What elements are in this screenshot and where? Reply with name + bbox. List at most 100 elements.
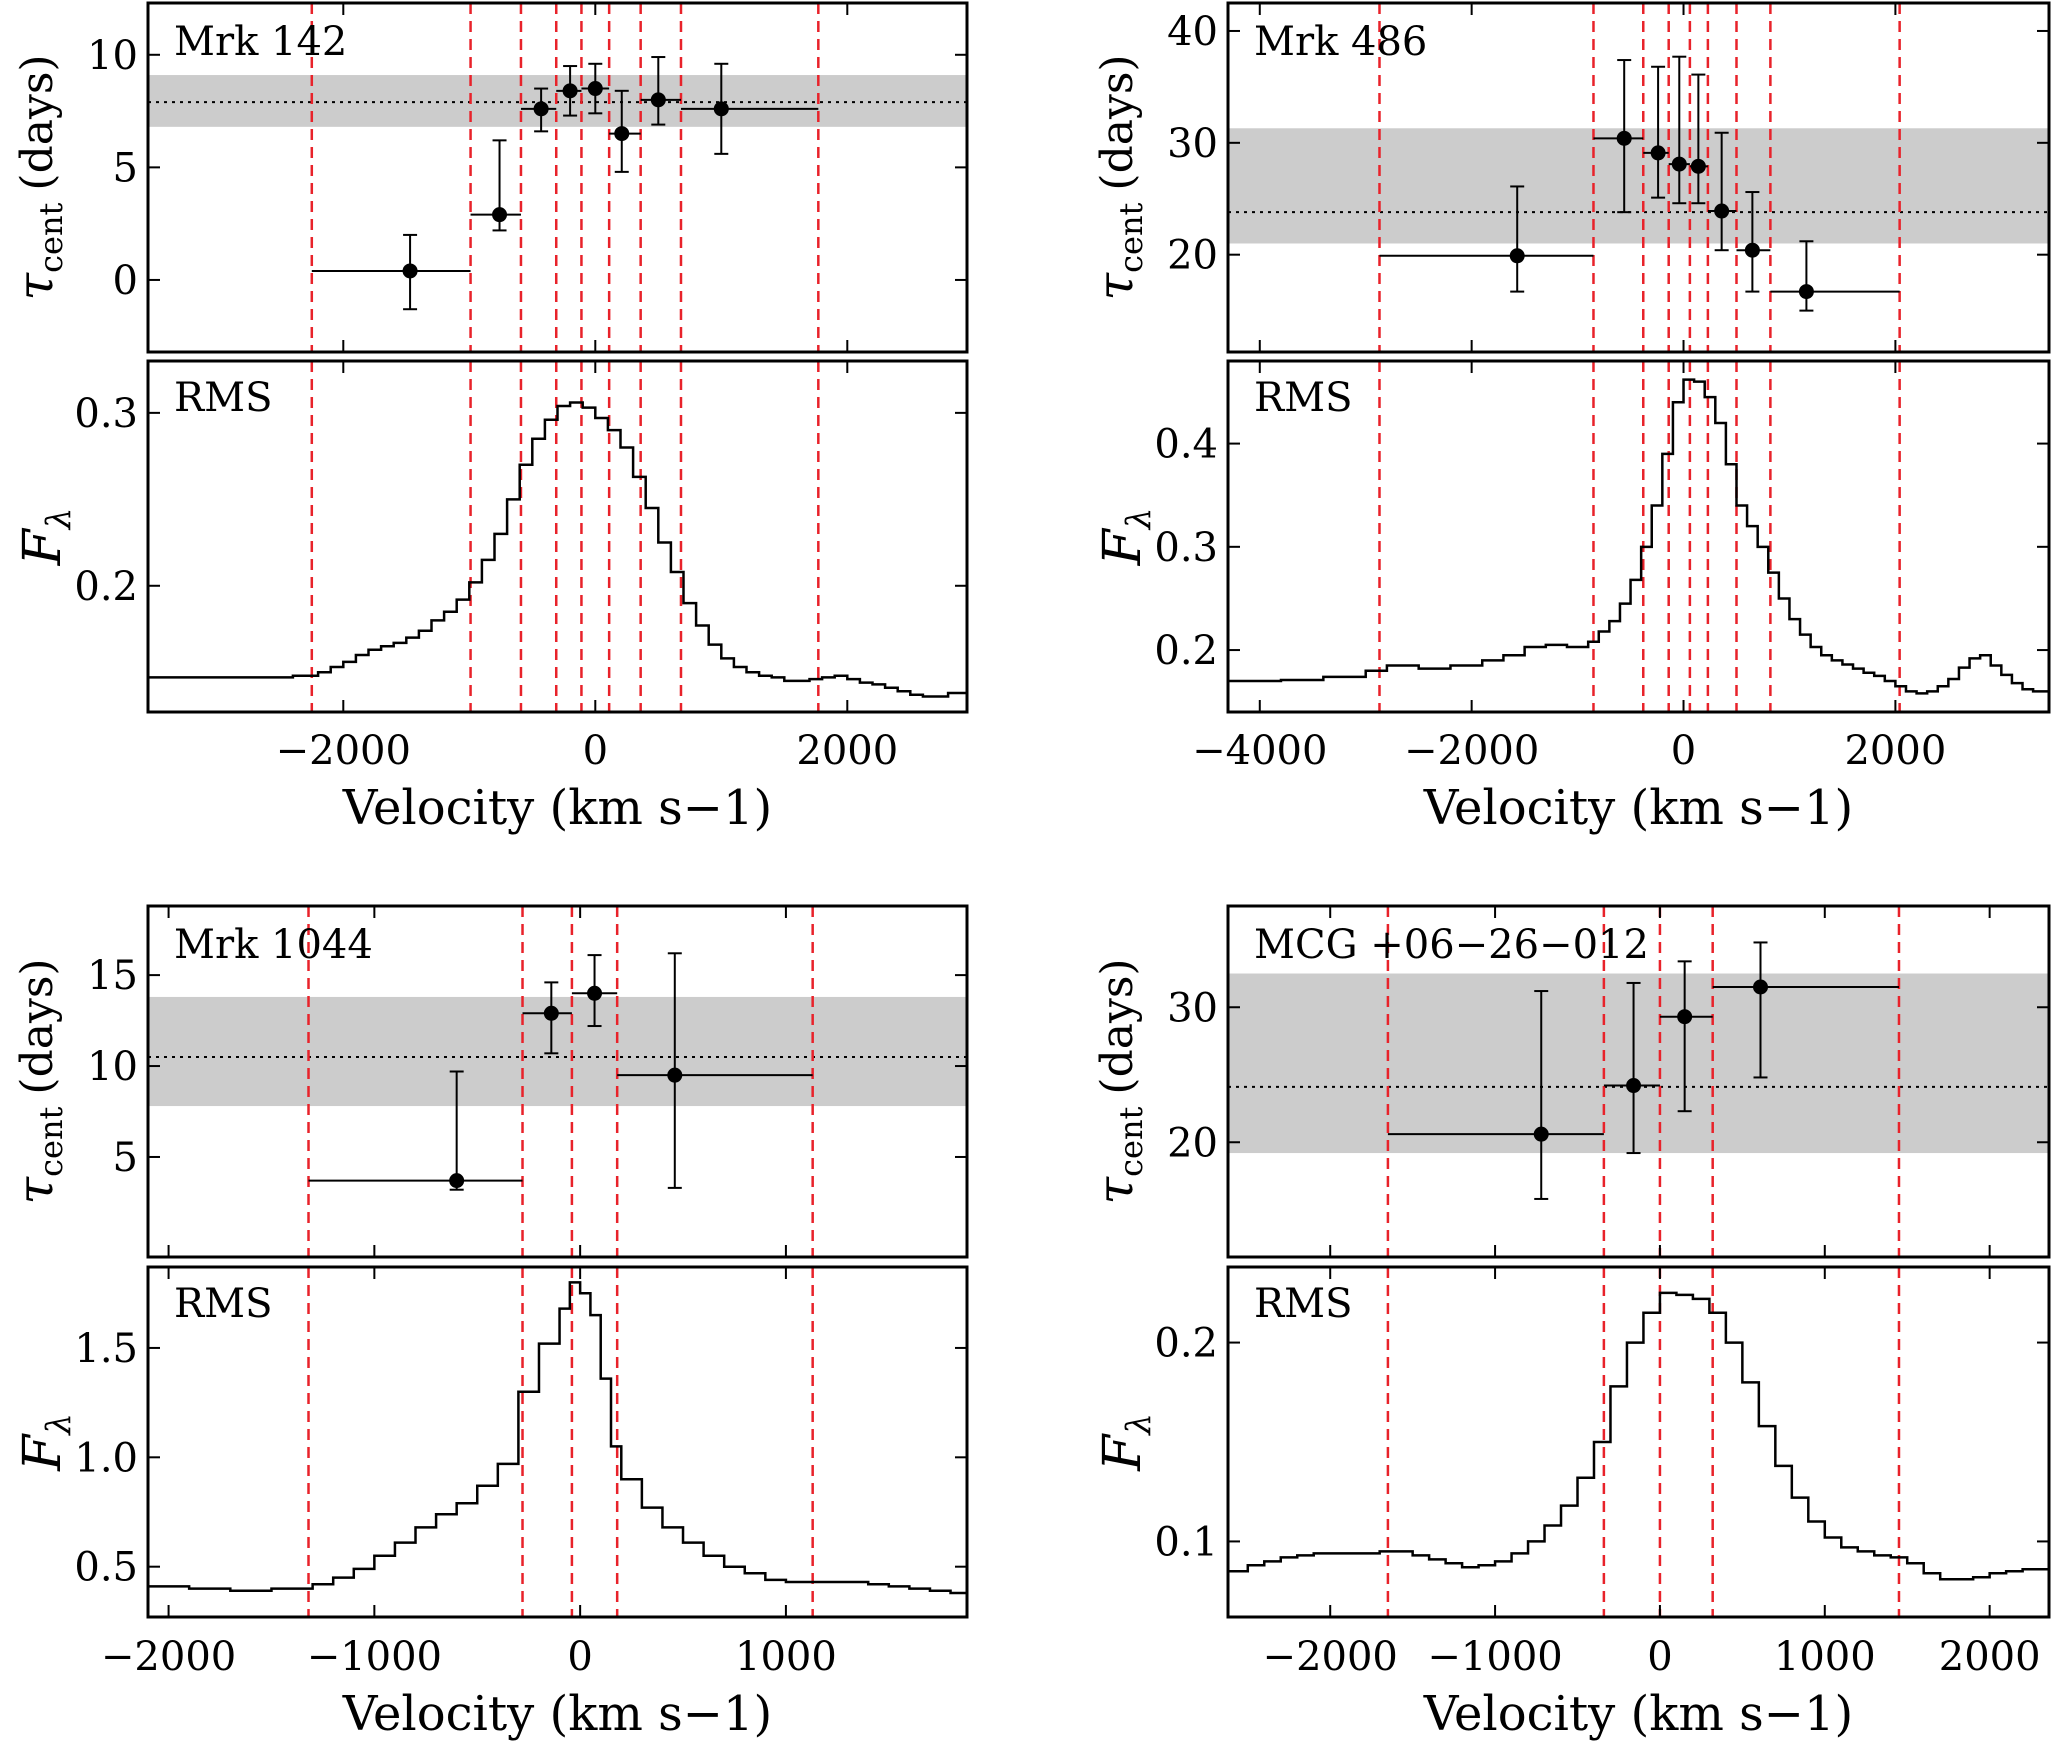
lag-point — [1603, 981, 1660, 1155]
lag-y-axis-label: τcent(days) — [6, 958, 70, 1204]
lag-marker — [650, 92, 666, 108]
chart-4: 20 30 MCG +06−26−012 τcent(days) 0.1 0.2 −2000… — [1086, 904, 2051, 1742]
rms-spectrum — [1228, 1291, 2049, 1581]
rms-label: RMS — [1254, 375, 1352, 421]
lag-marker — [449, 1173, 465, 1189]
lag-point — [609, 89, 641, 173]
lag-marker — [492, 207, 508, 223]
lag-uncertainty-band — [148, 75, 967, 127]
y-tick-label: 5 — [113, 1135, 138, 1181]
lag-marker — [1752, 979, 1768, 995]
lag-point — [581, 62, 610, 115]
chart-2: 20 30 40 Mrk 486 τcent(days) 0.2 0.3 0.4 −4000 −2… — [1086, 1, 2051, 836]
lag-marker — [562, 83, 578, 99]
lag-marker — [1533, 1126, 1549, 1142]
lag-point — [640, 56, 681, 126]
lag-y-axis-label: τcent(days) — [1086, 958, 1150, 1204]
flux-y-axis-label: Fλ — [1093, 1413, 1159, 1472]
object-name: Mrk 1044 — [174, 922, 373, 968]
rms-panel-frame — [146, 359, 969, 714]
lag-point — [1707, 131, 1737, 252]
rms-panel-frame — [146, 1265, 969, 1619]
x-tick-label: 0 — [1647, 1634, 1672, 1680]
lag-point — [470, 139, 521, 232]
flux-y-axis-label: Fλ — [13, 1413, 79, 1472]
lag-marker — [587, 985, 603, 1001]
x-tick-label: −1000 — [1427, 1634, 1562, 1680]
x-tick-label: −2000 — [276, 728, 411, 774]
object-name: Mrk 142 — [174, 19, 347, 65]
lag-marker — [1626, 1078, 1642, 1094]
chart-2-lag-panel: 20 30 40 Mrk 486 τcent(days) — [1086, 1, 2051, 354]
y-tick-label: 30 — [1167, 985, 1218, 1031]
y-tick-label: 40 — [1167, 9, 1218, 55]
lag-marker — [667, 1067, 683, 1083]
lag-uncertainty-band — [1228, 128, 2049, 244]
chart-3-lag-panel: 5 10 15 Mrk 1044 τcent(days) — [6, 904, 969, 1259]
lag-marker — [587, 81, 603, 97]
chart-1-rms-panel: 0.2 0.3 −2000 0 2000 RMS Fλ — [13, 359, 969, 774]
x-tick-label: −2000 — [1404, 728, 1539, 774]
lag-point — [520, 87, 557, 133]
lag-point — [556, 65, 582, 117]
object-name: MCG +06−26−012 — [1254, 922, 1649, 968]
y-tick-label: 15 — [87, 953, 138, 999]
rms-label: RMS — [1254, 1281, 1352, 1327]
lag-marker — [1509, 248, 1525, 264]
y-tick-label: 1.5 — [74, 1326, 138, 1372]
chart-2-rms-panel: 0.2 0.3 0.4 −4000 −2000 0 2000 RMS Fλ — [1093, 359, 2051, 774]
lag-marker — [1650, 145, 1666, 161]
lag-point — [1593, 59, 1644, 214]
x-axis-label: Velocity (km s−1) — [342, 780, 773, 836]
lag-marker — [614, 126, 630, 142]
y-tick-label: 0.1 — [1154, 1519, 1218, 1565]
chart-3-rms-panel: 0.5 1.0 1.5 −2000 −1000 0 1000 RMS Fλ — [13, 1265, 969, 1680]
lag-point — [1659, 960, 1713, 1113]
lag-point — [571, 954, 618, 1028]
lag-marker — [1714, 203, 1730, 219]
rms-label: RMS — [174, 375, 272, 421]
lag-marker — [713, 101, 729, 117]
x-tick-label: 2000 — [796, 728, 898, 774]
chart-1-lag-panel: 0 5 10 Mrk 142 τcent(days) — [6, 1, 969, 354]
x-axis-label: Velocity (km s−1) — [1423, 1686, 1854, 1742]
y-tick-label: 0.3 — [1154, 525, 1218, 571]
y-tick-label: 1.0 — [74, 1435, 138, 1481]
lag-point — [1643, 65, 1669, 199]
lag-marker — [533, 101, 549, 117]
lag-marker — [1616, 130, 1632, 146]
x-axis-label: Velocity (km s−1) — [1423, 780, 1854, 836]
lag-point — [1736, 191, 1771, 293]
chart-1: 0 5 10 Mrk 142 τcent(days) 0.2 0.3 −2000 0 2000 RM… — [6, 1, 969, 836]
y-tick-label: 20 — [1167, 1120, 1218, 1166]
x-tick-label: 2000 — [1939, 1634, 2041, 1680]
x-tick-label: 2000 — [1844, 728, 1946, 774]
rms-spectrum — [148, 401, 967, 698]
lag-marker — [1671, 156, 1687, 172]
flux-y-axis-label: Fλ — [13, 508, 79, 567]
rms-spectrum — [1228, 378, 2049, 695]
lag-point — [1689, 73, 1708, 205]
y-tick-label: 0 — [113, 258, 138, 304]
lag-point — [617, 952, 813, 1189]
y-tick-label: 0.4 — [1154, 422, 1218, 468]
flux-y-axis-label: Fλ — [1093, 508, 1159, 567]
lag-point — [1387, 990, 1604, 1200]
lag-marker — [543, 1005, 559, 1021]
lag-y-axis-label: τcent(days) — [1086, 54, 1150, 300]
y-tick-label: 0.2 — [1154, 1321, 1218, 1367]
lag-point — [1379, 185, 1594, 293]
lag-point — [308, 1070, 523, 1191]
y-tick-label: 0.2 — [74, 564, 138, 610]
lag-point — [522, 981, 572, 1055]
chart-4-lag-panel: 20 30 MCG +06−26−012 τcent(days) — [1086, 904, 2051, 1259]
lag-point — [311, 233, 471, 311]
rms-panel-frame — [1226, 1265, 2051, 1619]
x-axis-label: Velocity (km s−1) — [342, 1686, 773, 1742]
lag-point — [1770, 240, 1900, 312]
chart-4-rms-panel: 0.1 0.2 −2000 −1000 0 1000 2000 RMS Fλ — [1093, 1265, 2051, 1680]
lag-point — [1668, 55, 1690, 205]
lag-marker — [1690, 158, 1706, 174]
object-name: Mrk 486 — [1254, 19, 1427, 65]
